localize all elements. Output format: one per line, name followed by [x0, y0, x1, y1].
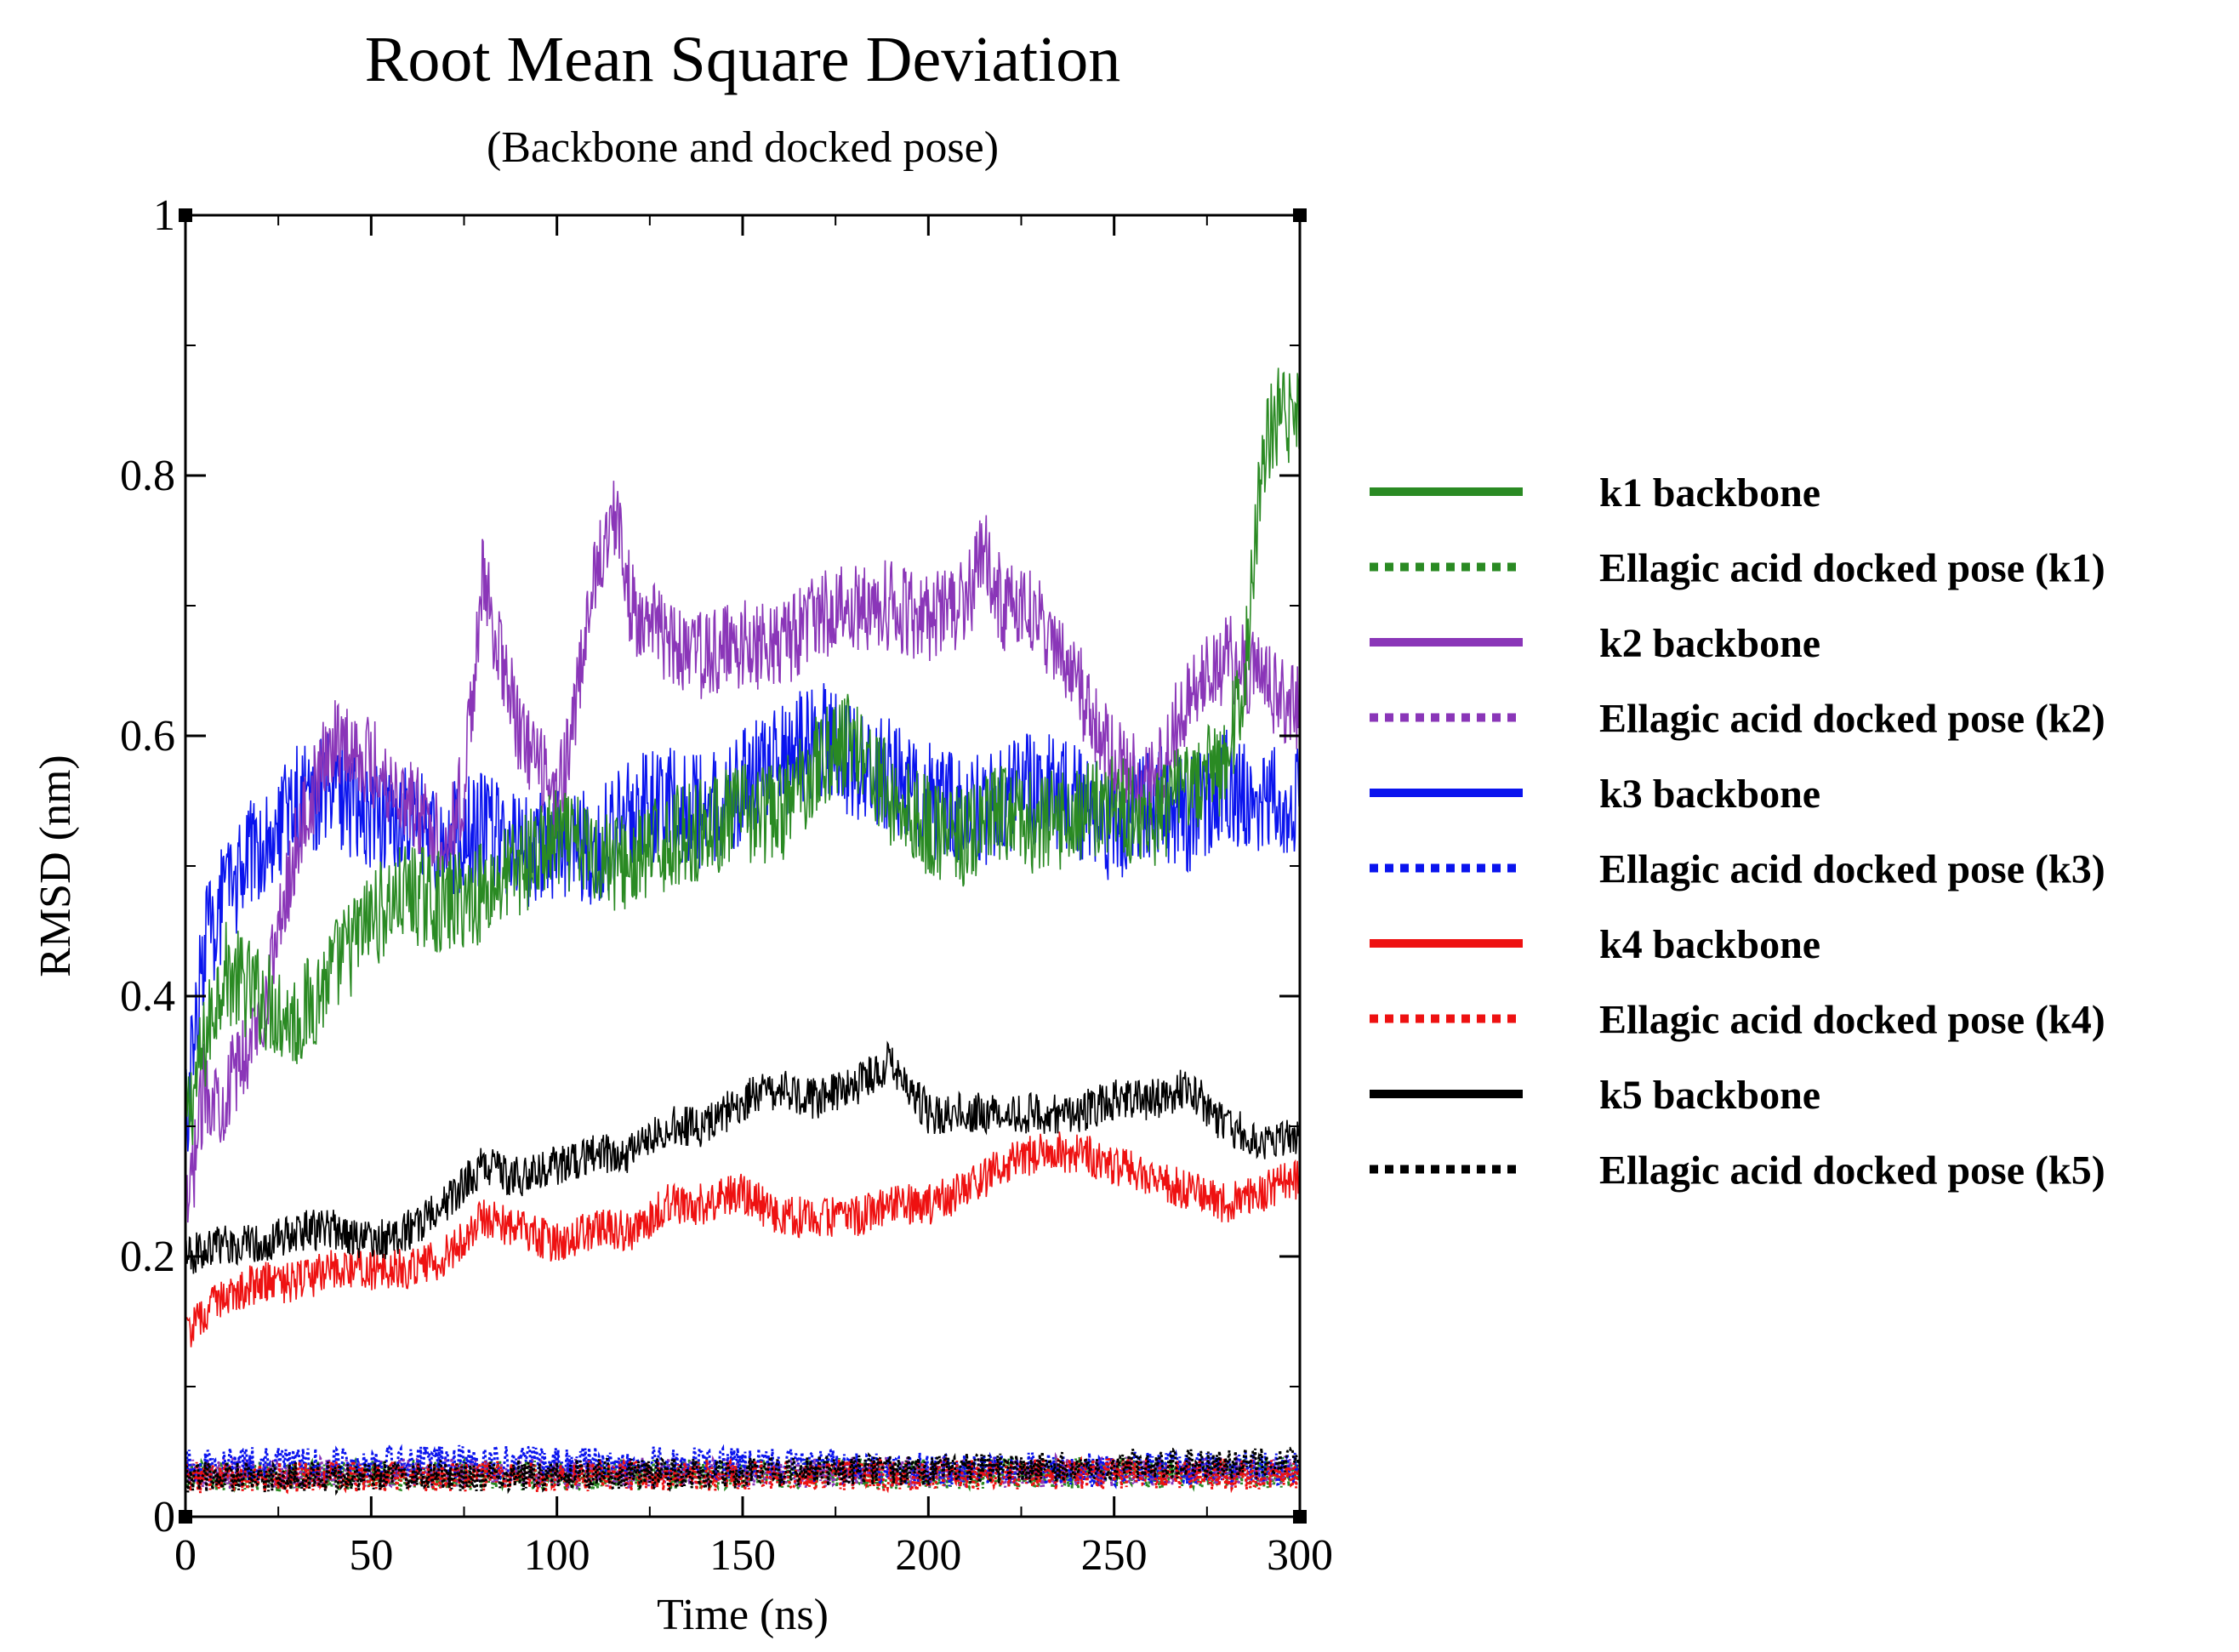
x-tick-label: 300 — [1267, 1531, 1333, 1580]
y-tick-label: 0.8 — [120, 452, 175, 500]
series-layer — [184, 367, 1302, 1496]
legend-label: k5 backbone — [1599, 1073, 1820, 1118]
x-tick-label: 150 — [709, 1531, 776, 1580]
legend-label: Ellagic acid docked pose (k2) — [1599, 697, 2105, 742]
series-line-k2-backbone — [185, 481, 1301, 1223]
plot-frame — [184, 214, 1302, 1518]
series-line-k4-backbone — [185, 1131, 1301, 1347]
ticks-layer: 0 50 100 150 200 250 300 0 0.2 0.4 0.6 0.8 1 — [120, 191, 1333, 1580]
x-tick-label: 250 — [1081, 1531, 1148, 1580]
x-tick-label: 100 — [524, 1531, 590, 1580]
series-line-ellagic-acid-docked-pose-k4 — [184, 1455, 1302, 1495]
chart-title: Root Mean Square Deviation — [365, 24, 1121, 95]
y-tick-label: 0 — [153, 1493, 175, 1541]
legend-label: k3 backbone — [1599, 772, 1820, 817]
legend-label: Ellagic acid docked pose (k4) — [1599, 998, 2105, 1043]
x-tick-label: 50 — [349, 1531, 393, 1580]
x-tick-label: 0 — [174, 1531, 197, 1580]
legend-label: k4 backbone — [1599, 922, 1820, 967]
legend-label: k2 backbone — [1599, 621, 1820, 666]
series-line-k1-backbone — [185, 367, 1301, 1146]
y-tick-label: 1 — [153, 191, 175, 240]
series-line-ellagic-acid-docked-pose-k3 — [184, 1444, 1302, 1490]
legend: k1 backbone Ellagic acid docked pose (k1)… — [1370, 470, 2105, 1193]
y-axis-label: RMSD (nm) — [31, 755, 80, 977]
chart-subtitle: (Backbone and docked pose) — [487, 123, 999, 172]
y-tick-label: 0.6 — [120, 712, 175, 760]
legend-label: Ellagic acid docked pose (k3) — [1599, 847, 2105, 892]
legend-label: Ellagic acid docked pose (k1) — [1599, 546, 2105, 591]
legend-label: Ellagic acid docked pose (k5) — [1599, 1148, 2105, 1193]
y-tick-label: 0.2 — [120, 1233, 175, 1281]
corner-marker — [1293, 1510, 1307, 1524]
x-tick-label: 200 — [895, 1531, 961, 1580]
corner-marker — [179, 1510, 192, 1524]
series-line-ellagic-acid-docked-pose-k5 — [184, 1446, 1302, 1496]
y-tick-label: 0.4 — [120, 972, 175, 1021]
corner-marker — [1293, 208, 1307, 222]
series-line-k5-backbone — [185, 1040, 1301, 1274]
legend-label: k1 backbone — [1599, 470, 1820, 516]
corner-marker — [179, 208, 192, 222]
x-axis-label: Time (ns) — [657, 1591, 829, 1639]
